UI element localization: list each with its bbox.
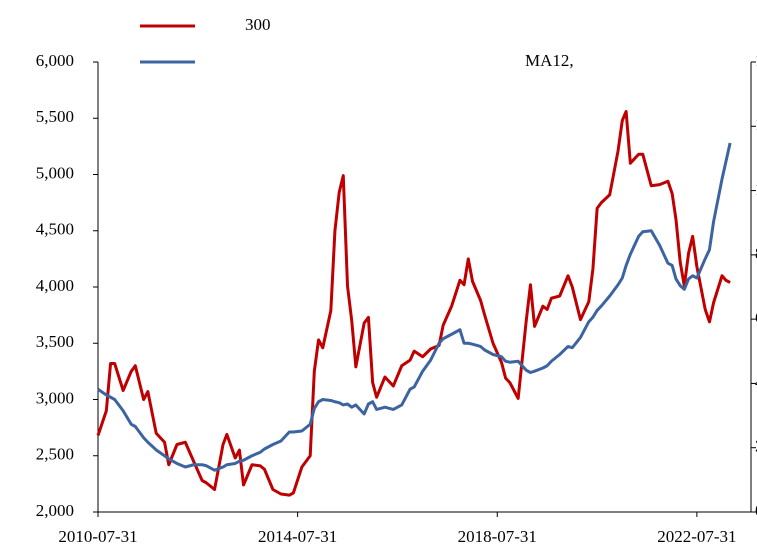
y-tick-label: 5,000 (36, 163, 74, 182)
x-tick-label: 2022-07-31 (657, 527, 736, 546)
y2-tick-label: 6 (755, 308, 757, 327)
y2-tick-label: 2 (755, 437, 757, 456)
y-tick-label: 6,000 (36, 51, 74, 70)
y2-tick-label: 8 (755, 244, 757, 263)
legend-label: MA12, (525, 51, 574, 70)
y2-tick-label: 14 (755, 51, 757, 70)
series-line (97, 142, 732, 472)
y-tick-label: 5,500 (36, 107, 74, 126)
y-tick-label: 2,500 (36, 445, 74, 464)
x-tick-label: 2014-07-31 (258, 527, 337, 546)
y2-tick-label: 10 (755, 179, 757, 198)
y2-tick-label: 12 (755, 115, 757, 134)
x-tick-label: 2010-07-31 (58, 527, 137, 546)
y2-tick-label: 4 (755, 372, 757, 391)
y-tick-label: 4,500 (36, 220, 74, 239)
y-tick-label: 4,000 (36, 276, 74, 295)
y2-tick-label: 0 (755, 501, 757, 520)
x-tick-label: 2018-07-31 (458, 527, 537, 546)
y-tick-label: 2,000 (36, 501, 74, 520)
series-line (96, 110, 731, 497)
legend-label: 300 (245, 15, 271, 34)
y-tick-label: 3,000 (36, 388, 74, 407)
y-tick-label: 3,500 (36, 332, 74, 351)
